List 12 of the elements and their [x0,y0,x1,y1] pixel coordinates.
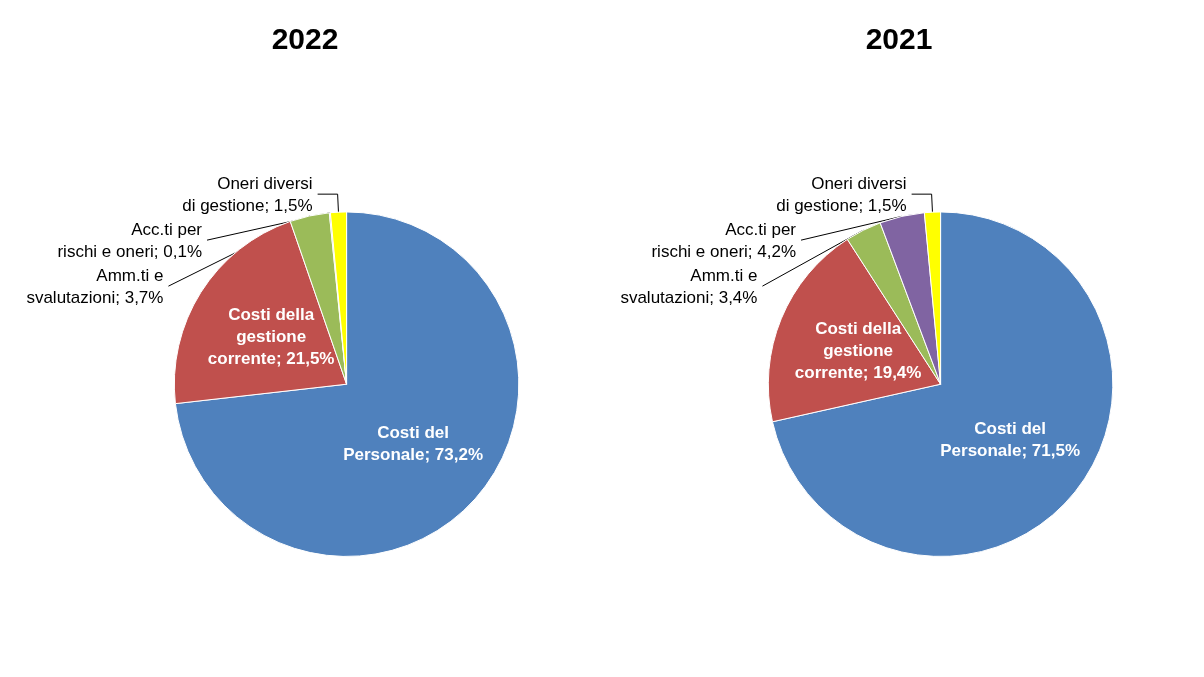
chart-title: 2021 [865,21,933,55]
slice-label: Costi del Personale; 71,5% [940,419,1081,461]
slice-label: Amm.ti e svalutazioni; 3,4% [620,265,758,307]
slice-label: Oneri diversi di gestione; 1,5% [182,173,313,215]
slice-label: Oneri diversi di gestione; 1,5% [776,173,907,215]
slice-label: Costi della gestione corrente; 19,4% [794,318,922,382]
slice-label: Costi della gestione corrente; 21,5% [207,305,335,369]
slice-label: Acc.ti per rischi e oneri; 0,1% [57,219,203,261]
slice-label: Costi del Personale; 73,2% [343,423,483,465]
slice-label: Acc.ti per rischi e oneri; 4,2% [651,219,797,261]
slice-label: Amm.ti e svalutazioni; 3,7% [26,265,164,307]
chart-title: 2022 [271,21,339,55]
